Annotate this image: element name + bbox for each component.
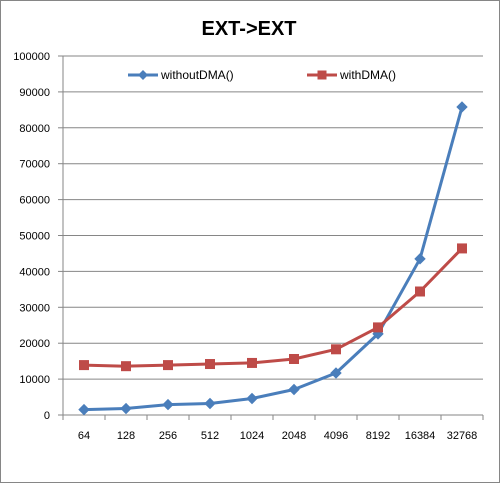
series-1 [79, 243, 467, 372]
y-tick-label: 20000 [19, 338, 50, 350]
y-tick-label: 80000 [19, 123, 50, 135]
x-tick-label: 128 [117, 430, 135, 442]
legend-marker [138, 70, 148, 80]
y-tick-label: 100000 [13, 51, 50, 63]
legend-item-1: withDMA() [307, 68, 396, 82]
y-tick-label: 40000 [19, 266, 50, 278]
data-point [121, 361, 131, 372]
x-tick-label: 64 [78, 430, 90, 442]
data-point [414, 253, 426, 265]
y-tick-label: 70000 [19, 159, 50, 171]
legend-marker [317, 70, 327, 80]
data-point [373, 322, 383, 333]
x-tick-label: 512 [201, 430, 219, 442]
data-point [120, 402, 132, 415]
data-point [415, 286, 425, 297]
y-tick-label: 50000 [19, 231, 50, 243]
y-tick-label: 0 [44, 410, 50, 422]
gridlines [63, 55, 483, 380]
x-tick-label: 16384 [405, 430, 436, 442]
x-axis-ticks: 64 128 256 512 1024 2048 4096 8192 16384 32768 [78, 430, 477, 442]
legend-label: withDMA() [339, 68, 396, 82]
legend: withoutDMA() withDMA() [128, 68, 396, 82]
data-point [289, 353, 299, 364]
data-point [163, 360, 173, 371]
series-line [83, 106, 464, 412]
y-tick-label: 60000 [19, 195, 50, 207]
y-tick-label: 30000 [19, 302, 50, 314]
data-point [79, 360, 89, 371]
legend-label: withoutDMA() [160, 68, 234, 82]
x-tick-label: 2048 [282, 430, 306, 442]
data-point [457, 243, 467, 254]
data-point [246, 392, 258, 405]
data-point [247, 357, 257, 368]
y-tick-label: 90000 [19, 87, 50, 99]
series-0 [78, 101, 468, 416]
series-group [78, 101, 468, 416]
x-tick-label: 1024 [240, 430, 264, 442]
series-line [83, 247, 464, 368]
x-tick-label: 256 [159, 430, 177, 442]
axes [58, 55, 484, 420]
data-point [330, 367, 342, 379]
y-axis-ticks: 0 10000 20000 30000 40000 50000 60000 70000 8000… [13, 51, 50, 422]
chart-title: EXT->EXT [201, 18, 296, 40]
x-tick-label: 8192 [366, 430, 390, 442]
data-point [456, 101, 468, 113]
data-point [205, 359, 215, 370]
legend-item-0: withoutDMA() [128, 68, 234, 82]
data-point [78, 403, 90, 416]
data-point [162, 398, 174, 411]
data-point [331, 344, 341, 355]
y-tick-label: 10000 [19, 374, 50, 386]
data-point [204, 397, 216, 410]
x-tick-label: 32768 [447, 430, 478, 442]
x-tick-label: 4096 [324, 430, 348, 442]
data-point [288, 383, 300, 396]
